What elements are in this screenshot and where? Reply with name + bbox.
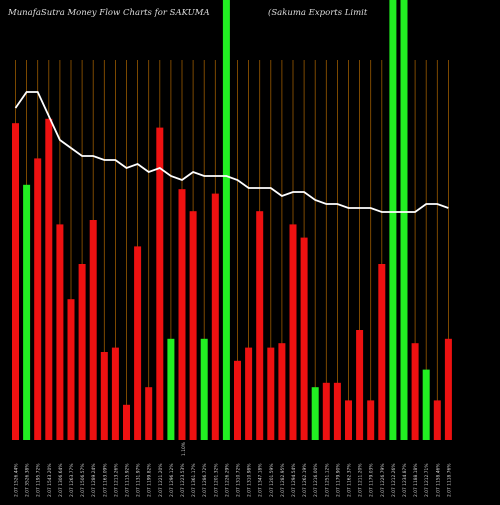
bar: [345, 400, 352, 440]
x-tick-label: 2.07 1543.20%: [47, 463, 53, 497]
bar: [167, 338, 175, 440]
price-line: [14, 91, 449, 213]
x-tick-label: 2.07 1251.12%: [324, 463, 330, 497]
x-tick-label: 2.07 1179.03%: [369, 463, 375, 497]
bar: [211, 193, 219, 440]
bar: [23, 184, 31, 440]
bar: [34, 158, 42, 440]
bar: [100, 352, 108, 440]
bar: [356, 330, 364, 440]
bar: [278, 343, 286, 440]
bar: [289, 224, 297, 440]
x-tick-label: 2.07 1226.29%: [224, 463, 230, 497]
x-tick-label: 2.07 1526.44%: [14, 463, 20, 497]
chart-title: MunafaSutra Money Flow Charts for SAKUMA: [8, 8, 210, 18]
x-tick-label: 2.07 1211.20%: [358, 463, 364, 497]
bar: [367, 400, 375, 440]
x-tick-label: 2.07 1212.71%: [424, 463, 430, 497]
extra-label: 1.10%: [181, 442, 187, 456]
bar: [400, 0, 408, 440]
x-tick-label: 2.07 1199.82%: [147, 463, 153, 497]
x-tick-labels: 2.07 1526.44% 2.07 3526.38% 2.07 1195.72% 2…: [14, 463, 453, 497]
x-tick-label: 2.07 1506.57%: [80, 463, 86, 497]
chart-subtitle: (Sakuma Exports Limit: [268, 8, 368, 18]
x-tick-label: 2.07 1234.87%: [402, 463, 408, 497]
x-tick-label: 2.07 1282.95%: [280, 463, 286, 497]
x-tick-label: 2.07 1306.64%: [58, 463, 64, 497]
bar: [78, 264, 86, 440]
x-tick-label: 2.07 1212.26%: [391, 463, 397, 497]
x-tick-label: 2.07 1216.00%: [313, 463, 319, 497]
bar: [222, 0, 230, 440]
x-tick-label: 2.07 1223.53%: [180, 463, 186, 497]
x-tick-label: 2.07 1162.37%: [347, 463, 353, 497]
bar: [333, 382, 341, 440]
bar: [422, 369, 430, 440]
bar: [378, 264, 386, 440]
x-tick-label: 2.07 1163.09%: [102, 463, 108, 497]
x-tick-label: 2.07 1286.72%: [202, 463, 208, 497]
bar: [234, 360, 241, 440]
x-tick-label: 2.07 1361.17%: [191, 463, 197, 497]
bar: [300, 237, 308, 440]
bar: [123, 404, 130, 440]
x-tick-label: 2.07 1158.46%: [435, 463, 441, 497]
x-tick-label: 2.07 1201.32%: [213, 463, 219, 497]
bars: [12, 0, 452, 441]
x-tick-label: 2.07 1131.97%: [136, 463, 142, 497]
x-tick-label: 2.07 1213.26%: [113, 463, 119, 497]
bar: [134, 246, 142, 440]
bar: [12, 123, 19, 440]
x-tick-label: 2.07 1262.19%: [302, 463, 308, 497]
bar: [322, 382, 330, 440]
bar: [45, 118, 53, 441]
x-tick-label: 2.07 1310.72%: [236, 463, 242, 497]
bar: [111, 347, 119, 440]
bar: [433, 400, 441, 440]
x-tick-label: 2.07 1221.20%: [158, 463, 164, 497]
x-tick-label: 2.07 1201.59%: [269, 463, 275, 497]
x-tick-label: 2.07 1263.77%: [69, 463, 75, 497]
x-tick-label: 2.07 1310.98%: [247, 463, 253, 497]
x-tick-label: 2.07 1118.76%: [446, 463, 452, 497]
price-line-group: [14, 91, 449, 213]
x-tick-label: 2.07 1179.90%: [335, 463, 341, 497]
bar: [67, 299, 75, 440]
bar: [189, 211, 197, 440]
bar: [89, 220, 97, 440]
x-tick-label: 2.07 1195.72%: [36, 463, 42, 497]
bar: [178, 189, 186, 440]
bar: [389, 0, 397, 440]
bar: [411, 343, 419, 440]
x-tick-label: 2.07 1289.24%: [91, 463, 97, 497]
x-tick-label: 2.07 1296.12%: [169, 463, 175, 497]
x-tick-label: 2.07 1347.18%: [258, 463, 264, 497]
bar: [256, 211, 264, 440]
extra-labels: 1.10%: [181, 442, 187, 456]
bar: [156, 127, 164, 440]
x-tick-label: 2.07 3526.38%: [25, 463, 31, 497]
bar: [245, 347, 253, 440]
x-tick-label: 2.07 1115.92%: [125, 463, 131, 497]
bar: [56, 224, 64, 440]
bar: [145, 387, 153, 440]
x-tick-label: 2.07 1294.54%: [291, 463, 297, 497]
bar: [200, 338, 208, 440]
x-tick-label: 2.07 1188.18%: [413, 463, 419, 497]
bar: [444, 338, 452, 440]
bar: [311, 387, 319, 440]
bar: [267, 347, 275, 440]
x-tick-label: 2.07 1226.79%: [380, 463, 386, 497]
